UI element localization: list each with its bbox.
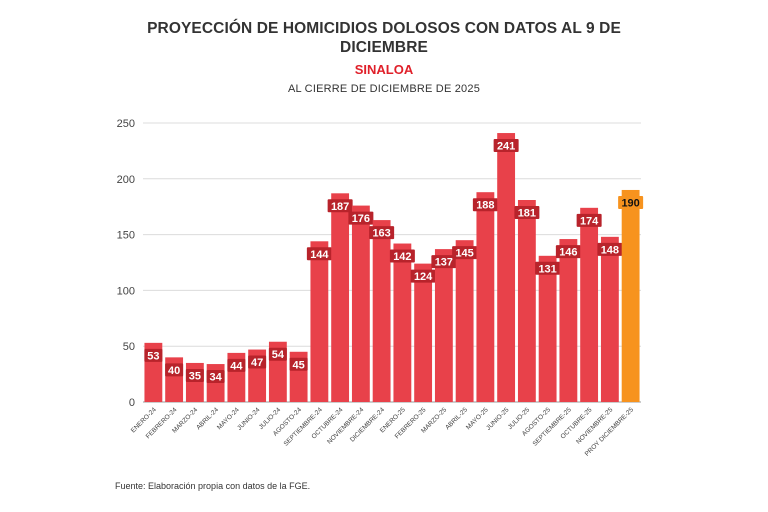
bar (185, 362, 204, 402)
y-tick-label: 100 (117, 285, 135, 297)
data-label: 54 (272, 349, 285, 361)
bar (517, 200, 536, 402)
y-tick-label: 250 (117, 118, 135, 130)
data-label-box (493, 139, 519, 153)
data-label-box (248, 355, 267, 369)
data-label: 190 (621, 197, 639, 209)
x-tick-label: JUNIO-24 (236, 406, 262, 432)
bar (393, 243, 412, 402)
chart-subtitle-period: AL CIERRE DE DICIEMBRE DE 2025 (287, 83, 481, 95)
data-label-box (144, 348, 163, 362)
data-label: 144 (310, 249, 329, 261)
data-label-box (555, 245, 581, 259)
data-label: 35 (189, 370, 201, 382)
data-label-box (165, 363, 184, 377)
data-label: 241 (497, 141, 515, 153)
data-label: 176 (352, 213, 370, 225)
data-label-box (410, 269, 436, 283)
data-label: 146 (559, 247, 577, 259)
x-tick-label: NOVIEMBRE-25 (575, 406, 614, 445)
bar (372, 220, 391, 402)
data-label-box (472, 198, 498, 212)
bar (476, 192, 495, 402)
y-tick-label: 200 (117, 174, 135, 186)
data-label: 142 (393, 251, 411, 263)
bar (331, 193, 350, 402)
data-label-box (327, 199, 353, 213)
bar (621, 189, 640, 402)
data-label-box (348, 211, 374, 225)
data-label: 174 (580, 215, 599, 227)
chart-title: PROYECCIÓN DE HOMICIDIOS DOLOSOS CON DAT… (147, 20, 621, 56)
data-label: 148 (601, 244, 619, 256)
data-label-box (268, 347, 287, 361)
data-label-box (618, 195, 644, 209)
data-label: 145 (455, 248, 473, 260)
data-label: 40 (168, 365, 180, 377)
data-label-box (514, 206, 540, 220)
data-label-box (389, 249, 415, 263)
bar (310, 241, 329, 402)
data-label-box (597, 242, 623, 256)
data-label-box (576, 213, 602, 227)
bar (434, 249, 453, 402)
bar (497, 133, 516, 402)
data-label-box (306, 247, 332, 261)
bar (600, 236, 619, 402)
bar (351, 205, 370, 402)
data-label: 188 (476, 200, 494, 212)
x-tick-label: NOVIEMBRE-24 (326, 406, 365, 445)
data-label-box (227, 358, 246, 372)
data-label-box (289, 357, 308, 371)
data-label: 181 (518, 208, 536, 220)
data-label: 53 (147, 350, 159, 362)
data-label-box (206, 370, 225, 384)
x-tick-label: JUNIO-25 (485, 406, 511, 432)
bar (580, 207, 599, 402)
bar (538, 255, 557, 402)
data-label: 45 (293, 359, 305, 371)
data-label: 163 (372, 228, 390, 240)
data-label-box (369, 226, 395, 240)
chart-subtitle-region: SINALOA (354, 62, 414, 77)
data-label: 44 (230, 360, 243, 372)
data-label: 187 (331, 201, 349, 213)
data-label-box (535, 261, 561, 275)
data-label: 137 (435, 257, 453, 269)
data-label-box (431, 255, 457, 269)
bar (455, 240, 474, 402)
data-label-box (452, 246, 478, 260)
y-tick-label: 0 (129, 397, 135, 409)
data-label-box (185, 368, 204, 382)
bar (559, 239, 578, 402)
source-note: Fuente: Elaboración propia con datos de … (115, 481, 311, 491)
data-label: 34 (210, 372, 223, 384)
data-label: 124 (414, 271, 433, 283)
data-label: 47 (251, 357, 263, 369)
y-tick-label: 150 (117, 230, 135, 242)
data-label: 131 (538, 263, 556, 275)
y-tick-label: 50 (123, 341, 135, 353)
bar (414, 263, 433, 402)
